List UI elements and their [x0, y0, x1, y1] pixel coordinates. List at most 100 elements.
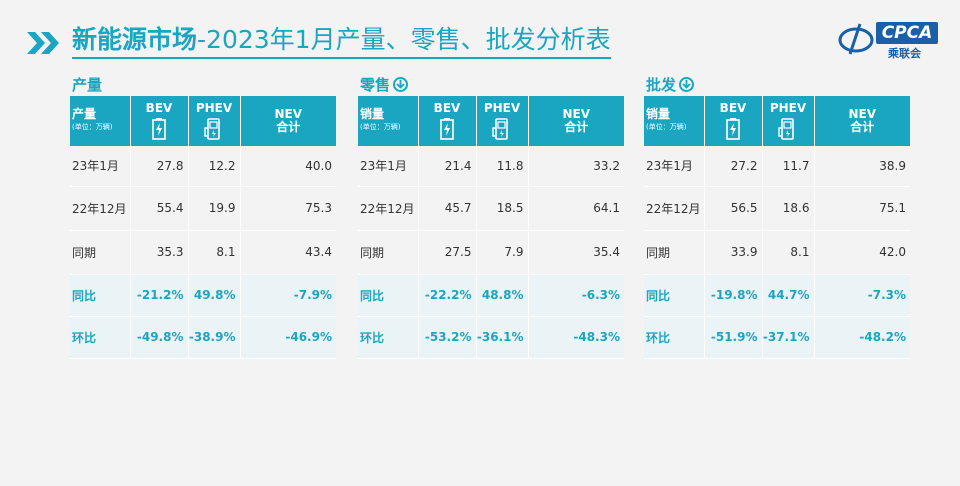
- cell-bev: -51.9%: [704, 316, 763, 359]
- table-row: 同比 -21.2% 49.8% -7.9%: [70, 274, 336, 317]
- cpca-logo-icon: [838, 23, 874, 55]
- section-retail: 零售 销量 (单位：万辆) BEV: [358, 72, 624, 359]
- unit-label: (单位：万辆): [360, 123, 401, 131]
- row-label: 环比: [358, 316, 419, 359]
- cell-nev: 35.4: [528, 230, 624, 275]
- row-label: 同期: [644, 230, 705, 275]
- double-chevron-icon: [27, 32, 59, 54]
- cell-nev: 38.9: [814, 146, 910, 187]
- table-header-row: 产量 (单位：万辆) BEV PHEV: [70, 96, 336, 146]
- row-label: 22年12月: [358, 186, 419, 231]
- section-production: 产量 产量 (单位：万辆) BEV PHEV: [70, 72, 336, 359]
- table-row: 同比 -22.2% 48.8% -6.3%: [358, 274, 624, 317]
- cell-nev: 75.1: [814, 186, 910, 231]
- cell-phev: 44.7%: [762, 274, 815, 317]
- section-wholesale: 批发 销量 (单位：万辆) BEV: [644, 72, 910, 359]
- nev-header: NEV 合计: [814, 96, 910, 146]
- row-label: 环比: [644, 316, 705, 359]
- row-label: 22年12月: [644, 186, 705, 231]
- cell-phev: 8.1: [188, 230, 241, 275]
- cell-nev: -48.2%: [814, 316, 910, 359]
- section-title: 批发: [644, 72, 910, 96]
- cell-nev: -6.3%: [528, 274, 624, 317]
- cell-phev: 11.7: [762, 146, 815, 187]
- cell-nev: 33.2: [528, 146, 624, 187]
- cell-nev: 40.0: [240, 146, 336, 187]
- cell-phev: -36.1%: [476, 316, 529, 359]
- logo-text: CPCA: [876, 22, 938, 44]
- cell-phev: 12.2: [188, 146, 241, 187]
- cell-bev: -49.8%: [130, 316, 189, 359]
- corner-label: 销量: [646, 107, 671, 121]
- phev-header: PHEV: [762, 96, 815, 146]
- cell-nev: -46.9%: [240, 316, 336, 359]
- table-row: 同期 27.5 7.9 35.4: [358, 230, 624, 275]
- section-title-text: 零售: [360, 75, 391, 94]
- cell-bev: 33.9: [704, 230, 763, 275]
- charger-icon: [492, 118, 508, 140]
- charger-icon: [778, 118, 794, 140]
- cell-bev: 55.4: [130, 186, 189, 231]
- cell-bev: 27.2: [704, 146, 763, 187]
- table-header-row: 销量 (单位：万辆) BEV PHEV: [358, 96, 624, 146]
- nev-header: NEV 合计: [528, 96, 624, 146]
- cell-phev: 11.8: [476, 146, 529, 187]
- cell-phev: 48.8%: [476, 274, 529, 317]
- phev-header: PHEV: [188, 96, 241, 146]
- cell-bev: 27.5: [418, 230, 477, 275]
- cell-phev: -37.1%: [762, 316, 815, 359]
- cell-bev: 45.7: [418, 186, 477, 231]
- cell-bev: 35.3: [130, 230, 189, 275]
- cell-phev: 49.8%: [188, 274, 241, 317]
- charger-icon: [204, 118, 220, 140]
- data-table: 产量 (单位：万辆) BEV PHEV: [70, 96, 336, 359]
- row-label: 22年12月: [70, 186, 131, 231]
- bev-header: BEV: [130, 96, 189, 146]
- row-label: 23年1月: [70, 146, 131, 187]
- phev-header: PHEV: [476, 96, 529, 146]
- corner-label: 产量: [72, 107, 97, 121]
- row-label: 23年1月: [644, 146, 705, 187]
- row-label: 同期: [358, 230, 419, 275]
- cell-bev: 27.8: [130, 146, 189, 187]
- corner-header: 销量 (单位：万辆): [644, 96, 705, 146]
- unit-label: (单位：万辆): [72, 123, 113, 131]
- bev-header: BEV: [704, 96, 763, 146]
- battery-icon: [726, 118, 740, 140]
- table-row: 23年1月 27.2 11.7 38.9: [644, 146, 910, 187]
- bev-header: BEV: [418, 96, 477, 146]
- section-title-text: 批发: [646, 75, 677, 94]
- cell-phev: 18.5: [476, 186, 529, 231]
- cell-bev: 21.4: [418, 146, 477, 187]
- cell-bev: 56.5: [704, 186, 763, 231]
- section-title-text: 产量: [72, 75, 103, 94]
- cell-phev: 7.9: [476, 230, 529, 275]
- data-table: 销量 (单位：万辆) BEV PHEV: [644, 96, 910, 359]
- table-row: 同期 35.3 8.1 43.4: [70, 230, 336, 275]
- cell-phev: -38.9%: [188, 316, 241, 359]
- cell-nev: -7.3%: [814, 274, 910, 317]
- title-bar: 新能源市场-2023年1月产量、零售、批发分析表 CPCA 乘联会: [0, 0, 960, 70]
- cell-nev: -7.9%: [240, 274, 336, 317]
- table-row: 23年1月 27.8 12.2 40.0: [70, 146, 336, 187]
- cell-nev: 75.3: [240, 186, 336, 231]
- row-label: 同比: [358, 274, 419, 317]
- corner-label: 销量: [360, 107, 385, 121]
- table-row: 环比 -51.9% -37.1% -48.2%: [644, 316, 910, 359]
- cell-nev: 42.0: [814, 230, 910, 275]
- cell-phev: 18.6: [762, 186, 815, 231]
- row-label: 同比: [644, 274, 705, 317]
- table-row: 22年12月 45.7 18.5 64.1: [358, 186, 624, 231]
- table-row: 同比 -19.8% 44.7% -7.3%: [644, 274, 910, 317]
- battery-icon: [152, 118, 166, 140]
- cell-phev: 19.9: [188, 186, 241, 231]
- table-row: 22年12月 55.4 19.9 75.3: [70, 186, 336, 231]
- cell-phev: 8.1: [762, 230, 815, 275]
- cell-bev: -19.8%: [704, 274, 763, 317]
- corner-header: 产量 (单位：万辆): [70, 96, 131, 146]
- table-header-row: 销量 (单位：万辆) BEV PHEV: [644, 96, 910, 146]
- corner-header: 销量 (单位：万辆): [358, 96, 419, 146]
- cell-nev: 43.4: [240, 230, 336, 275]
- cell-nev: -48.3%: [528, 316, 624, 359]
- table-row: 环比 -53.2% -36.1% -48.3%: [358, 316, 624, 359]
